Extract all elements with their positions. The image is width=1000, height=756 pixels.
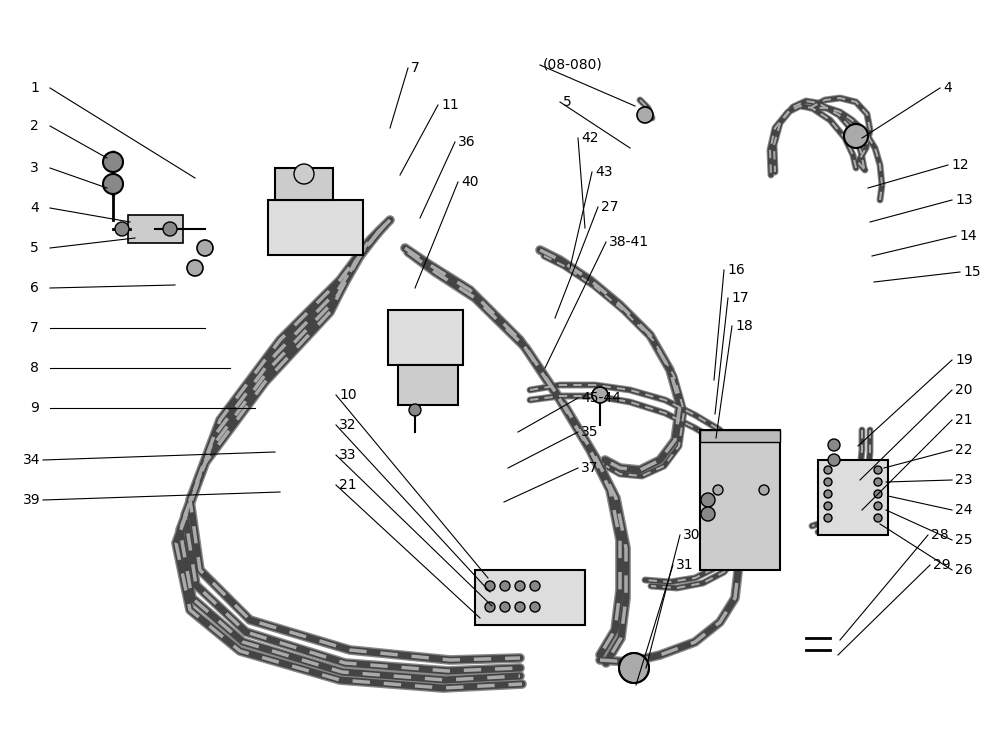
Circle shape: [115, 222, 129, 236]
Circle shape: [530, 581, 540, 591]
Text: 24: 24: [955, 503, 972, 517]
Text: 31: 31: [676, 558, 694, 572]
Text: 10: 10: [339, 388, 357, 402]
Circle shape: [713, 485, 723, 495]
Text: 21: 21: [339, 478, 357, 492]
Circle shape: [874, 502, 882, 510]
Text: 19: 19: [955, 353, 973, 367]
Text: 4: 4: [943, 81, 952, 95]
Text: 7: 7: [411, 61, 420, 75]
Text: 12: 12: [951, 158, 969, 172]
Text: 11: 11: [441, 98, 459, 112]
Text: 45-44: 45-44: [581, 391, 621, 405]
Text: 23: 23: [955, 473, 972, 487]
Text: 4: 4: [30, 201, 39, 215]
Text: 5: 5: [30, 241, 39, 255]
Circle shape: [294, 164, 314, 184]
Circle shape: [103, 152, 123, 172]
Circle shape: [828, 439, 840, 451]
Text: 27: 27: [601, 200, 618, 214]
Circle shape: [874, 466, 882, 474]
Text: 9: 9: [30, 401, 39, 415]
Text: 34: 34: [23, 453, 40, 467]
Circle shape: [103, 174, 123, 194]
Circle shape: [844, 124, 868, 148]
Text: 6: 6: [30, 281, 39, 295]
Text: 30: 30: [683, 528, 700, 542]
Bar: [268, 200, 363, 255]
Circle shape: [824, 478, 832, 486]
Circle shape: [824, 466, 832, 474]
Text: 36: 36: [458, 135, 476, 149]
Text: 5: 5: [563, 95, 572, 109]
Text: 17: 17: [731, 291, 749, 305]
Text: 15: 15: [963, 265, 981, 279]
Circle shape: [409, 404, 421, 416]
Bar: [388, 310, 463, 365]
Text: 18: 18: [735, 319, 753, 333]
Circle shape: [759, 485, 769, 495]
Text: 33: 33: [339, 448, 356, 462]
Circle shape: [187, 260, 203, 276]
Circle shape: [197, 240, 213, 256]
Text: 1: 1: [30, 81, 39, 95]
Bar: [818, 460, 888, 535]
Circle shape: [619, 653, 649, 683]
Text: 26: 26: [955, 563, 973, 577]
Circle shape: [824, 502, 832, 510]
Text: 7: 7: [30, 321, 39, 335]
Text: 35: 35: [581, 425, 598, 439]
Text: 28: 28: [931, 528, 949, 542]
Circle shape: [500, 581, 510, 591]
Circle shape: [530, 602, 540, 612]
Circle shape: [515, 602, 525, 612]
Text: 13: 13: [955, 193, 973, 207]
Circle shape: [874, 478, 882, 486]
Text: 42: 42: [581, 131, 598, 145]
Circle shape: [515, 581, 525, 591]
Text: 40: 40: [461, 175, 479, 189]
Text: 22: 22: [955, 443, 972, 457]
Circle shape: [592, 387, 608, 403]
Circle shape: [824, 514, 832, 522]
Text: 32: 32: [339, 418, 356, 432]
Circle shape: [828, 454, 840, 466]
Bar: [398, 365, 458, 405]
Circle shape: [500, 602, 510, 612]
Circle shape: [485, 581, 495, 591]
Circle shape: [874, 490, 882, 498]
Text: 25: 25: [955, 533, 972, 547]
Circle shape: [701, 507, 715, 521]
Text: 2: 2: [30, 119, 39, 133]
Circle shape: [824, 490, 832, 498]
Text: 21: 21: [955, 413, 973, 427]
Text: 37: 37: [581, 461, 598, 475]
Circle shape: [874, 514, 882, 522]
Circle shape: [701, 493, 715, 507]
Circle shape: [637, 107, 653, 123]
Circle shape: [485, 602, 495, 612]
Circle shape: [163, 222, 177, 236]
Text: 43: 43: [595, 165, 612, 179]
Bar: [700, 430, 780, 442]
Text: 39: 39: [23, 493, 41, 507]
Text: (08-080): (08-080): [543, 58, 603, 72]
Bar: [475, 570, 585, 625]
Text: 3: 3: [30, 161, 39, 175]
Bar: [275, 168, 333, 200]
Text: 14: 14: [959, 229, 977, 243]
Text: 8: 8: [30, 361, 39, 375]
Bar: [700, 430, 780, 570]
Text: 20: 20: [955, 383, 972, 397]
Bar: [128, 215, 183, 243]
Text: 29: 29: [933, 558, 951, 572]
Text: 38-41: 38-41: [609, 235, 649, 249]
Text: 16: 16: [727, 263, 745, 277]
